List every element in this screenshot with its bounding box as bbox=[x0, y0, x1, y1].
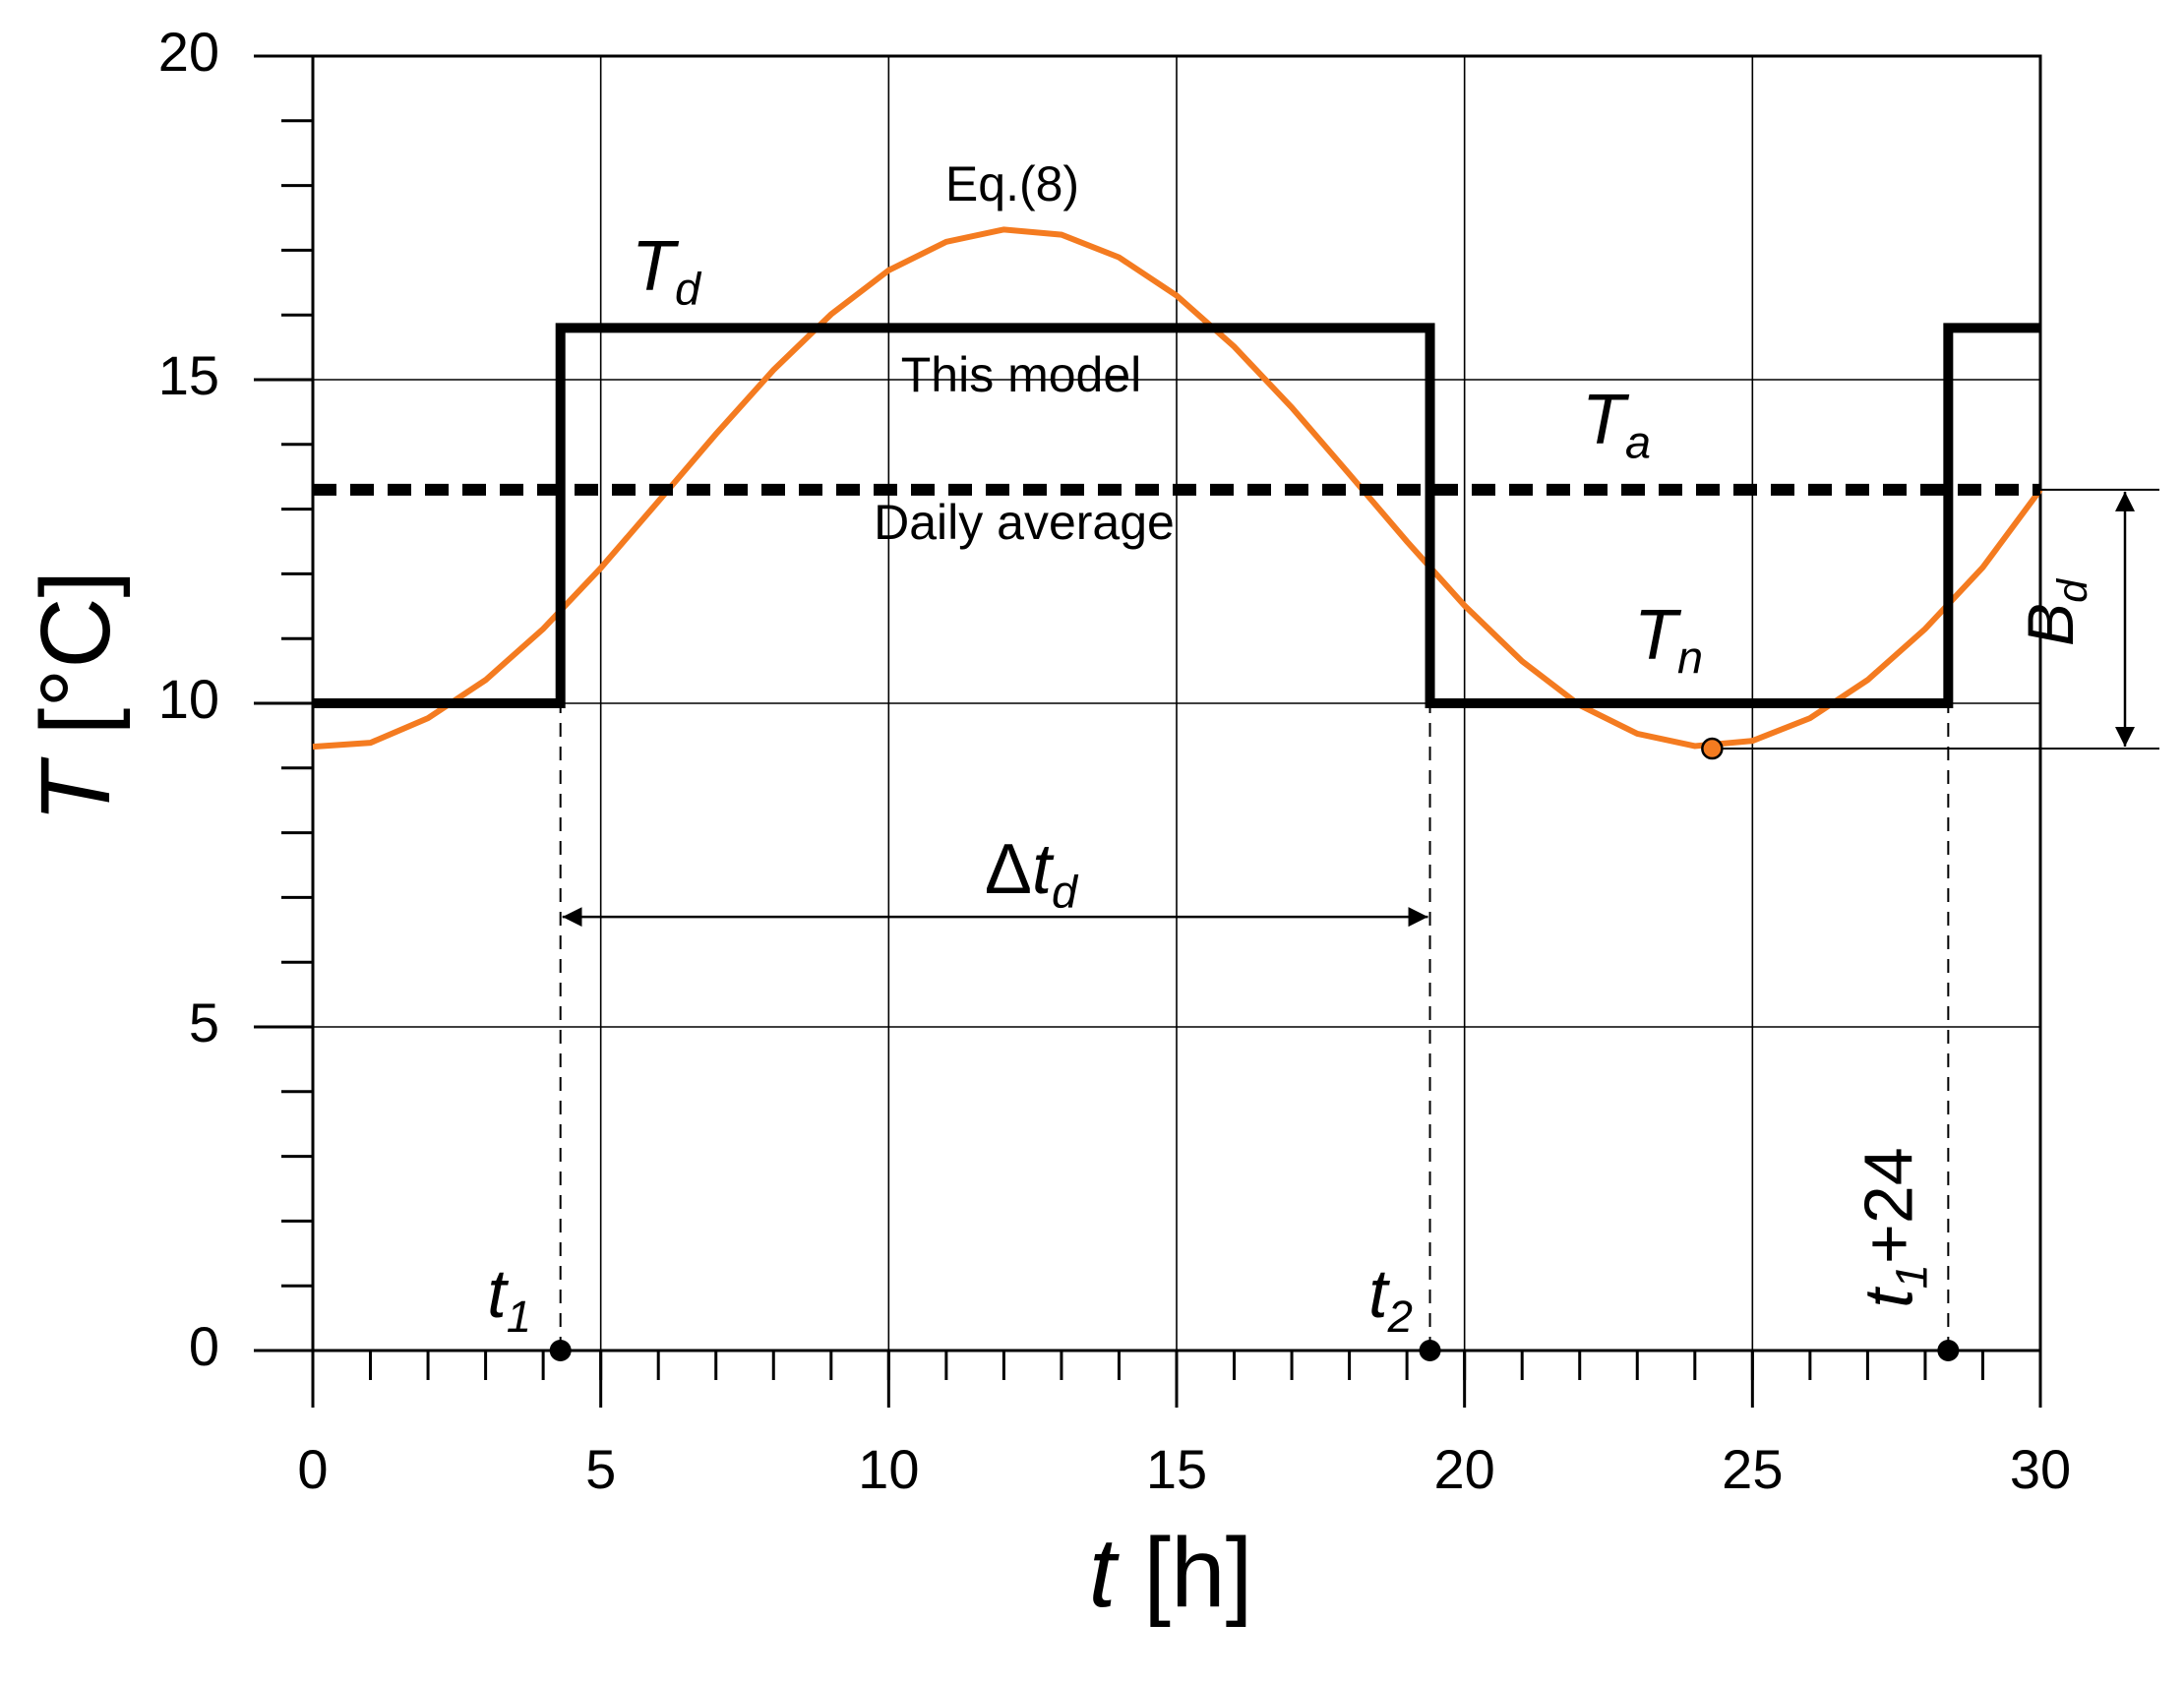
event-point bbox=[1937, 1340, 1960, 1361]
subscript: 2 bbox=[1387, 1292, 1413, 1342]
symbol-label: Td bbox=[632, 227, 702, 315]
x-tick-label: 5 bbox=[585, 1438, 616, 1500]
symbol: t bbox=[1368, 1255, 1390, 1332]
x-label-unit: [h] bbox=[1143, 1518, 1252, 1628]
subscript: 1 bbox=[1886, 1264, 1936, 1289]
symbol: T bbox=[1634, 596, 1682, 675]
series-label: Daily average bbox=[874, 495, 1175, 550]
subscript: 1 bbox=[507, 1292, 531, 1342]
x-tick-label: 15 bbox=[1146, 1438, 1207, 1500]
y-label-unit: [°C] bbox=[21, 571, 131, 736]
symbol: B bbox=[2014, 603, 2087, 646]
y-axis-label: T [°C] bbox=[21, 571, 131, 823]
event-point bbox=[549, 1340, 572, 1361]
y-tick-label: 0 bbox=[189, 1315, 219, 1377]
series-label: This model bbox=[901, 347, 1142, 402]
series-line bbox=[313, 323, 2040, 708]
symbol: t bbox=[1032, 830, 1055, 909]
subscript: a bbox=[1625, 417, 1651, 468]
symbol: T bbox=[1582, 381, 1630, 459]
min-point bbox=[1701, 737, 1724, 760]
x-tick-label: 20 bbox=[1434, 1438, 1495, 1500]
subscript: d bbox=[1052, 867, 1079, 918]
series-line bbox=[312, 226, 2043, 751]
y-label-space bbox=[21, 735, 131, 762]
symbol-label: Tn bbox=[1634, 596, 1703, 684]
x-tick-label: 10 bbox=[858, 1438, 919, 1500]
symbol-suffix: +24 bbox=[1850, 1147, 1927, 1264]
symbol-label: Bd bbox=[2014, 578, 2096, 646]
event-point bbox=[1419, 1340, 1441, 1361]
x-tick-label: 0 bbox=[297, 1438, 328, 1500]
y-tick-label: 20 bbox=[158, 21, 219, 83]
event-label: t1 bbox=[487, 1255, 531, 1342]
y-tick-label: 10 bbox=[158, 668, 219, 730]
symbol-label: Δtd bbox=[985, 830, 1079, 918]
subscript: d bbox=[2049, 578, 2096, 603]
symbol-label: Ta bbox=[1582, 381, 1651, 468]
symbol: T bbox=[632, 227, 680, 306]
y-label-symbol: T bbox=[21, 756, 131, 822]
subscript: n bbox=[1677, 632, 1703, 684]
event-label: t1+24 bbox=[1850, 1147, 1937, 1308]
series-label: Eq.(8) bbox=[945, 156, 1079, 211]
x-label-space bbox=[1116, 1518, 1143, 1628]
symbol-prefix: Δ bbox=[985, 830, 1032, 909]
symbol: t bbox=[1850, 1287, 1927, 1308]
x-label-symbol: t bbox=[1089, 1518, 1121, 1628]
subscript: d bbox=[675, 264, 702, 315]
symbol: t bbox=[487, 1255, 509, 1332]
y-tick-label: 15 bbox=[158, 344, 219, 406]
y-tick-label: 5 bbox=[189, 991, 219, 1053]
x-axis-label: t [h] bbox=[1089, 1518, 1253, 1628]
event-label: t2 bbox=[1368, 1255, 1413, 1342]
x-tick-label: 25 bbox=[1722, 1438, 1783, 1500]
x-tick-label: 30 bbox=[2010, 1438, 2071, 1500]
